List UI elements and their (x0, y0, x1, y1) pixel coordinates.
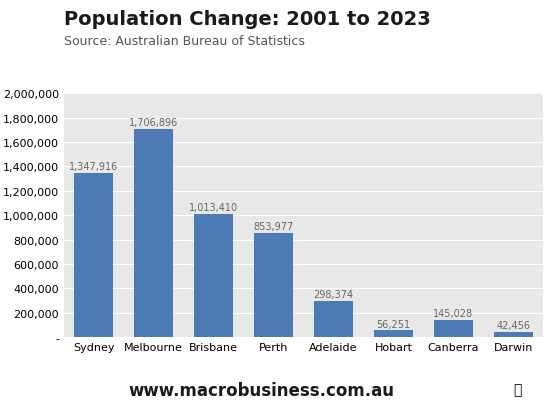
Text: Population Change: 2001 to 2023: Population Change: 2001 to 2023 (64, 10, 431, 29)
Bar (135, 130, 173, 337)
Text: 42,456: 42,456 (497, 321, 530, 330)
Text: 853,977: 853,977 (254, 222, 294, 231)
Bar (254, 234, 293, 337)
Text: BUSINESS: BUSINESS (450, 48, 524, 61)
Bar (75, 173, 113, 337)
Text: 1,706,896: 1,706,896 (129, 118, 178, 128)
Text: 56,251: 56,251 (376, 319, 410, 329)
Text: 🐺: 🐺 (513, 382, 522, 397)
Text: Source: Australian Bureau of Statistics: Source: Australian Bureau of Statistics (64, 35, 305, 48)
Text: 1,347,916: 1,347,916 (70, 162, 118, 172)
Text: www.macrobusiness.com.au: www.macrobusiness.com.au (128, 381, 394, 399)
Text: 145,028: 145,028 (433, 308, 473, 318)
Text: MACRO: MACRO (456, 23, 519, 38)
Bar (494, 332, 533, 337)
Text: 1,013,410: 1,013,410 (189, 202, 239, 212)
Text: 298,374: 298,374 (314, 289, 354, 299)
Bar (374, 330, 413, 337)
Bar (434, 320, 473, 337)
Bar (194, 214, 233, 337)
Bar (314, 301, 353, 337)
